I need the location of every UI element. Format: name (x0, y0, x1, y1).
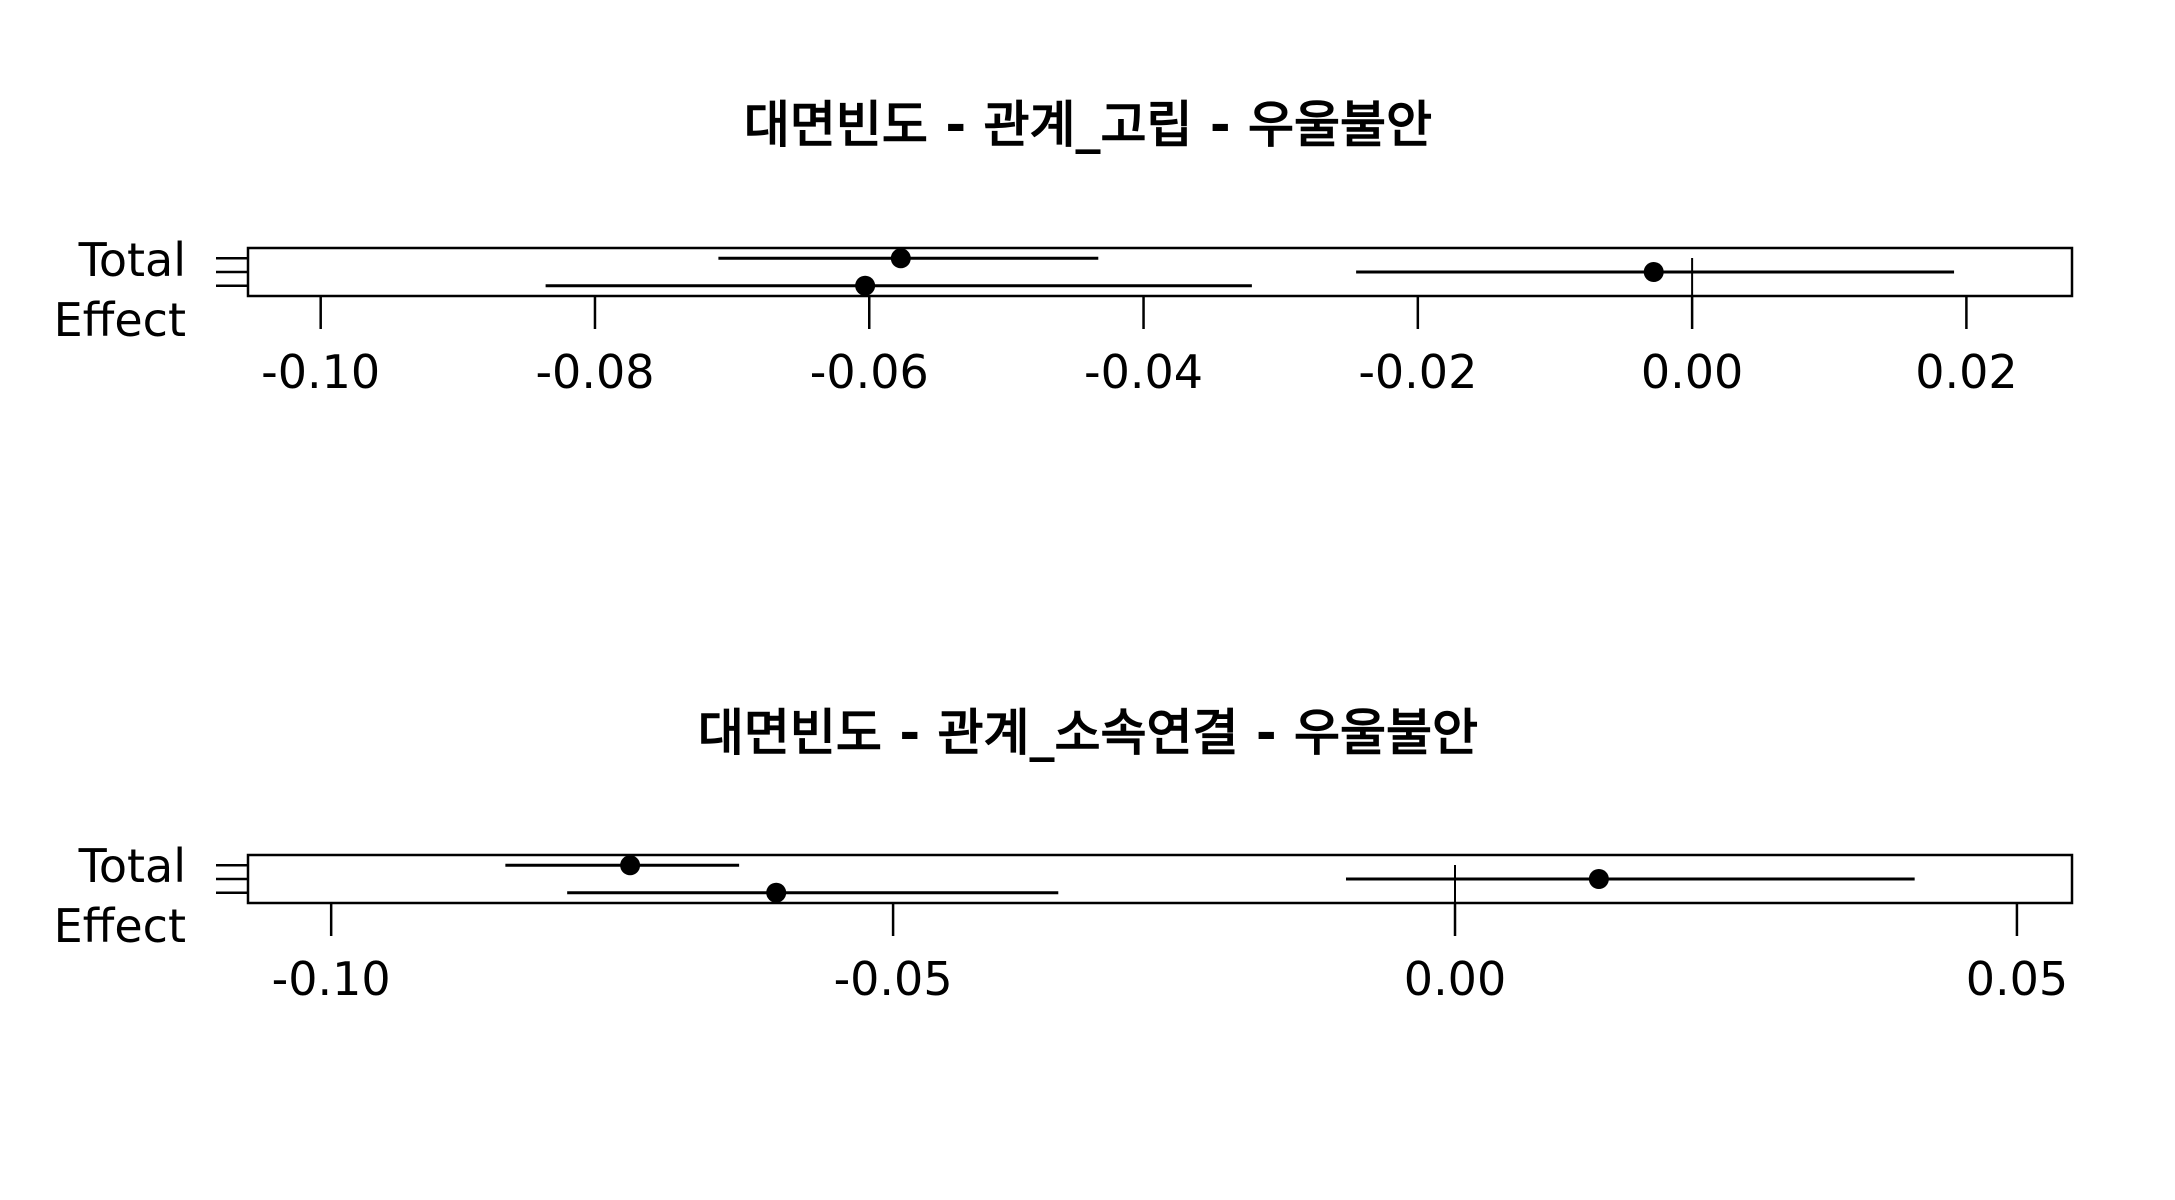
panel-2-x-tick-label-2: -0.05 (834, 952, 953, 1006)
panel-2-x-tick-label-3: 0.00 (1404, 952, 1506, 1006)
panel-1-y-ticks (216, 257, 248, 287)
panel-2-x-tick-label-1: -0.10 (272, 952, 391, 1006)
panel-1: 대면빈도 - 관계_고립 - 우울불안 Total Effect -0.10 -0… (54, 96, 2074, 399)
panel-2-effect-2-point (1588, 869, 1609, 889)
panel-1-y-label-line-1: Total (78, 233, 186, 287)
panel-1-title: 대면빈도 - 관계_고립 - 우울불안 (744, 96, 1432, 154)
panel-1-effect-1-point (890, 248, 911, 269)
panel-2-y-label-line-1: Total (78, 839, 186, 893)
panel-2-x-axis: -0.10 -0.05 0.00 0.05 (272, 903, 2068, 1006)
panel-1-x-tick-label-3: -0.06 (810, 345, 929, 399)
panel-2-y-ticks (216, 864, 248, 894)
panel-1-x-tick-label-1: -0.10 (261, 345, 380, 399)
panel-1-effect-3-point (855, 275, 876, 296)
panel-1-x-axis: -0.10 -0.08 -0.06 -0.04 -0.02 0.00 0.02 (261, 296, 2018, 399)
panel-1-x-tick-label-2: -0.08 (535, 345, 654, 399)
panel-1-x-tick-label-7: 0.02 (1915, 345, 2017, 399)
panel-1-effects (545, 248, 1955, 296)
panel-2-title: 대면빈도 - 관계_소속연결 - 우울불안 (698, 704, 1478, 762)
panel-2-effects (505, 855, 1915, 903)
panel-2-effect-3-point (766, 882, 787, 903)
panel-2-x-tick-label-4: 0.05 (1966, 952, 2068, 1006)
panel-1-y-label-line-2: Effect (54, 293, 186, 347)
panel-2-y-label-line-2: Effect (54, 899, 186, 953)
panel-1-x-tick-label-4: -0.04 (1084, 345, 1203, 399)
panel-1-x-tick-label-6: 0.00 (1641, 345, 1743, 399)
panel-2: 대면빈도 - 관계_소속연결 - 우울불안 Total Effect -0.10… (54, 704, 2074, 1006)
panel-2-effect-1-point (620, 855, 641, 876)
panel-1-effect-2-point (1643, 262, 1664, 282)
panel-1-x-tick-label-5: -0.02 (1358, 345, 1477, 399)
